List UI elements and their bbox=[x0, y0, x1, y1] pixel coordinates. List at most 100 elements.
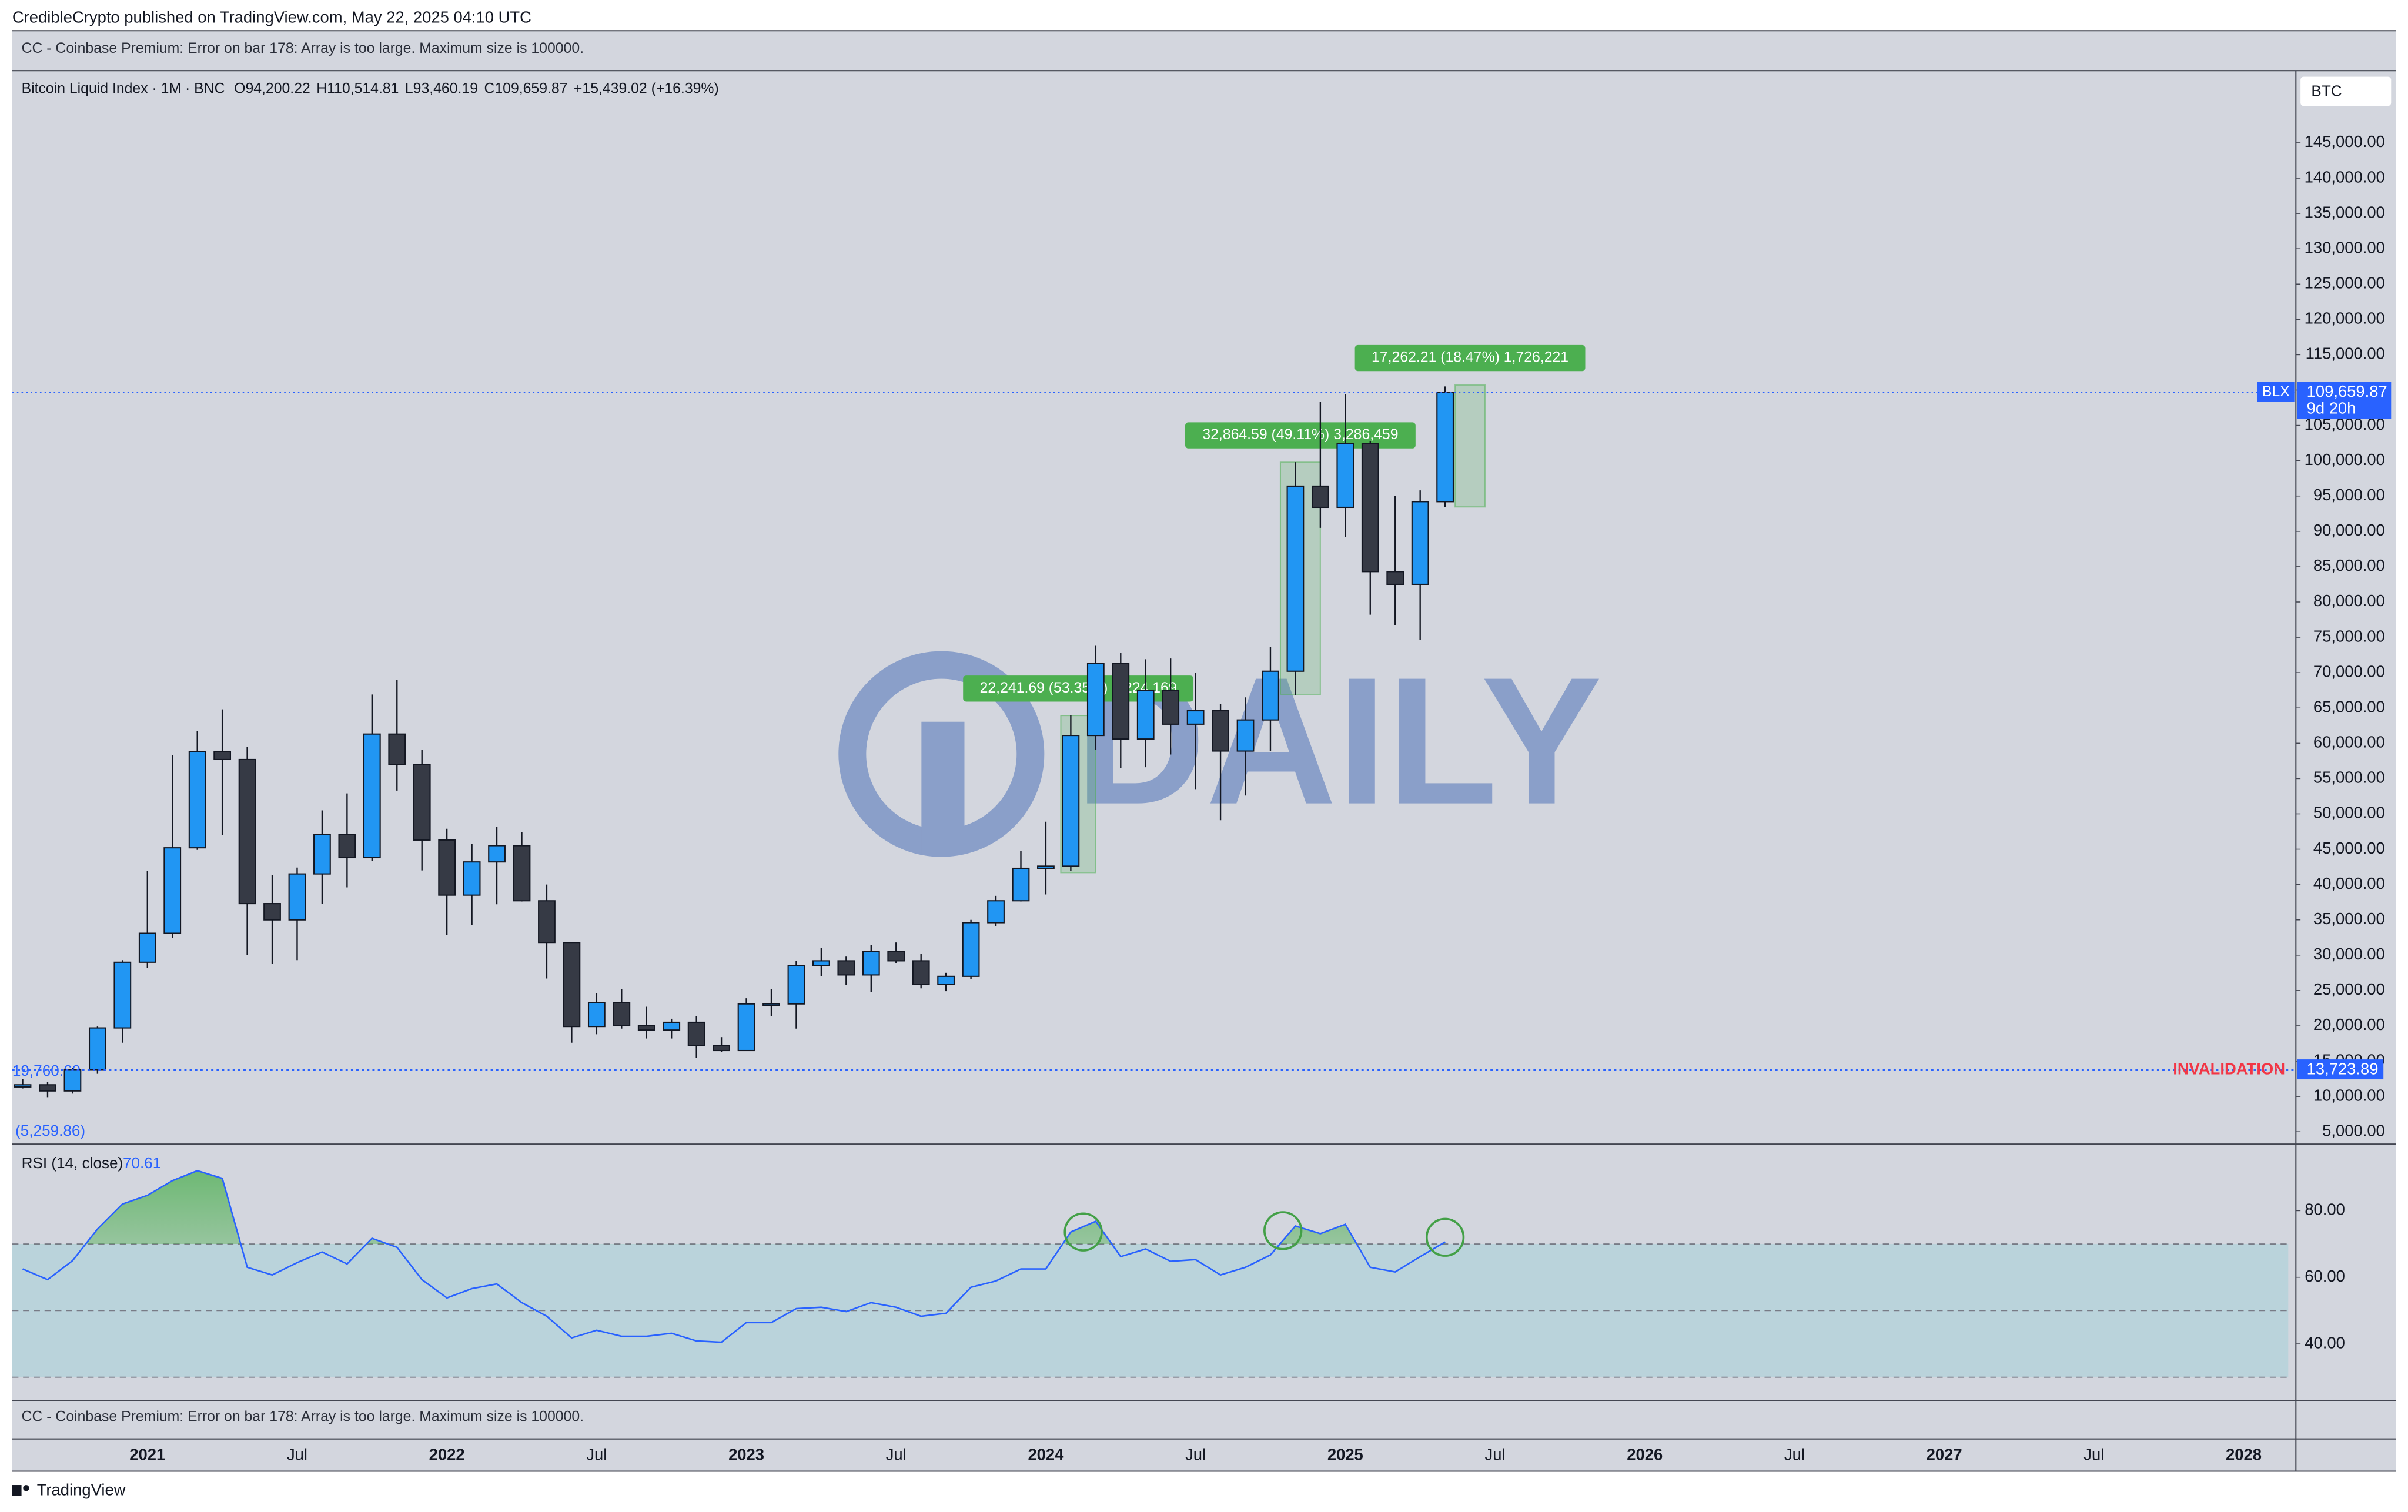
y-tick-label: 100,000.00 bbox=[2305, 450, 2385, 469]
indicator-error: CC - Coinbase Premium: Error on bar 178:… bbox=[22, 1409, 584, 1425]
x-tick-label: 2027 bbox=[1927, 1446, 1962, 1464]
y-tick-label: 95,000.00 bbox=[2313, 486, 2385, 504]
candle-body bbox=[288, 873, 306, 921]
x-tick-label: Jul bbox=[2083, 1446, 2104, 1464]
x-tick-label: 2021 bbox=[129, 1446, 165, 1464]
candle-body bbox=[1411, 501, 1429, 585]
rsi-highlight bbox=[1425, 1217, 1465, 1257]
candle-body bbox=[613, 1002, 631, 1027]
y-tick-label: 125,000.00 bbox=[2305, 274, 2385, 292]
candle-body bbox=[787, 965, 805, 1005]
candle-body bbox=[1212, 710, 1229, 752]
brand-logo bbox=[23, 1485, 29, 1491]
indicator-error: CC - Coinbase Premium: Error on bar 178:… bbox=[22, 41, 584, 56]
y-tick-label: 140,000.00 bbox=[2305, 168, 2385, 186]
legend-item: 94,200.22 bbox=[245, 81, 310, 96]
y-tick-label: 65,000.00 bbox=[2313, 697, 2385, 715]
candle-body bbox=[912, 960, 930, 985]
candle-body bbox=[687, 1021, 705, 1046]
candle-body bbox=[887, 951, 905, 962]
candle-body bbox=[513, 845, 531, 902]
rsi-highlight bbox=[1263, 1211, 1303, 1250]
brand: TradingView bbox=[12, 1481, 126, 1499]
symbol-box-text: BTC bbox=[2311, 82, 2342, 100]
candle-body bbox=[837, 960, 855, 976]
candle-body bbox=[1037, 865, 1055, 869]
candle-body bbox=[438, 839, 456, 896]
candle-body bbox=[1012, 867, 1030, 902]
y-tick-label: 90,000.00 bbox=[2313, 521, 2385, 539]
price-symbol: BLX bbox=[2262, 384, 2290, 400]
price-symbol-box bbox=[2258, 382, 2295, 402]
y-tick-label: 135,000.00 bbox=[2305, 203, 2385, 221]
left-label: (5,259.86) bbox=[15, 1122, 85, 1139]
candle-body bbox=[1286, 485, 1305, 672]
x-tick-label: 2028 bbox=[2226, 1446, 2262, 1464]
x-tick-label: 2026 bbox=[1627, 1446, 1663, 1464]
candle-body bbox=[39, 1084, 56, 1092]
legend-item: H bbox=[316, 81, 327, 96]
symbol-box[interactable] bbox=[2300, 76, 2392, 106]
candle-body bbox=[1236, 719, 1255, 752]
candle-body bbox=[488, 845, 506, 863]
x-tick-label: 2025 bbox=[1327, 1446, 1363, 1464]
measure-label-box bbox=[1354, 344, 1586, 372]
candle-body bbox=[1386, 571, 1404, 585]
pane-borders bbox=[12, 30, 2396, 1472]
y-tick-label: 40.00 bbox=[2305, 1333, 2345, 1352]
candle-body bbox=[563, 942, 581, 1028]
measure-label: 17,262.21 (18.47%) 1,726,221 bbox=[1372, 350, 1568, 366]
y-tick-label: 145,000.00 bbox=[2305, 132, 2385, 150]
rsi-current: 70.61 bbox=[123, 1154, 161, 1172]
y-tick-label: 80,000.00 bbox=[2313, 591, 2385, 610]
brand-logo bbox=[12, 1485, 22, 1496]
measure-label-box bbox=[963, 675, 1194, 702]
watermark-text: DAILY bbox=[1075, 640, 1602, 842]
candle-body bbox=[538, 900, 556, 944]
rsi-highlight bbox=[1063, 1212, 1103, 1252]
candle-body bbox=[987, 900, 1005, 924]
measure-label: 32,864.59 (49.11%) 3,286,459 bbox=[1202, 427, 1398, 443]
candle-body bbox=[1112, 663, 1130, 740]
legend-item: O bbox=[234, 81, 245, 96]
candle-body bbox=[88, 1027, 106, 1071]
candle-body bbox=[163, 847, 182, 934]
candle-body bbox=[962, 922, 980, 977]
x-tick-label: Jul bbox=[586, 1446, 607, 1464]
candle-body bbox=[1262, 670, 1279, 721]
candle-body bbox=[188, 751, 206, 849]
invalidation-label: 13,723.89 bbox=[2307, 1060, 2379, 1078]
x-tick-label: Jul bbox=[1784, 1446, 1805, 1464]
candle-body bbox=[63, 1069, 82, 1092]
x-tick-label: 2024 bbox=[1028, 1446, 1064, 1464]
candle-body bbox=[263, 903, 281, 921]
legend-item: 93,460.19 bbox=[413, 81, 478, 96]
legend-item: L bbox=[405, 81, 413, 96]
y-tick-label: 55,000.00 bbox=[2313, 768, 2385, 787]
y-tick-label: 75,000.00 bbox=[2313, 627, 2385, 645]
y-tick-label: 80.00 bbox=[2305, 1200, 2345, 1219]
brand-name: TradingView bbox=[37, 1481, 126, 1499]
y-tick-label: 25,000.00 bbox=[2313, 980, 2385, 998]
candle-body bbox=[338, 834, 356, 859]
invalidation-text: INVALIDATION bbox=[2173, 1060, 2285, 1078]
rsi-title: RSI (14, close) bbox=[22, 1154, 123, 1172]
y-tick-label: 50,000.00 bbox=[2313, 804, 2385, 822]
rsi-band bbox=[12, 1244, 2289, 1377]
legend-item: 110,514.81 bbox=[327, 81, 399, 96]
y-tick-label: 70,000.00 bbox=[2313, 662, 2385, 680]
watermark-logo bbox=[921, 721, 965, 854]
symbol-legend: Bitcoin Liquid Index · 1M · BNC O94,200.2… bbox=[22, 81, 719, 96]
y-tick-label: 60.00 bbox=[2305, 1267, 2345, 1285]
price-label: 109,659.87 bbox=[2307, 382, 2387, 400]
legend-item: +15,439.02 (+16.39%) bbox=[574, 81, 719, 96]
candle-body bbox=[313, 834, 331, 875]
measure-label-box bbox=[1185, 422, 1416, 449]
candle-body bbox=[388, 733, 406, 765]
y-tick-label: 85,000.00 bbox=[2313, 556, 2385, 574]
candle-body bbox=[138, 932, 156, 963]
candle-body bbox=[238, 758, 256, 905]
x-tick-label: 2023 bbox=[728, 1446, 764, 1464]
